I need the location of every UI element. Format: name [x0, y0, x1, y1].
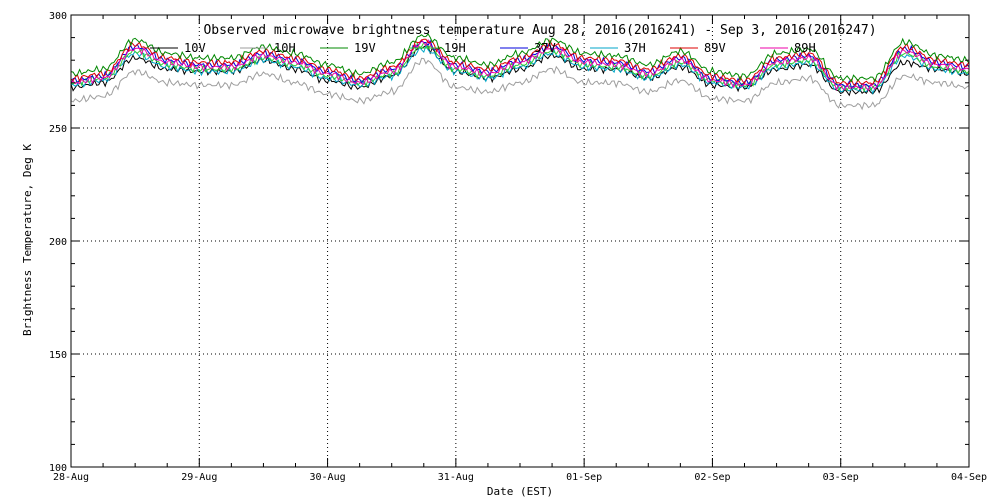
legend-label-37h: 37H	[624, 41, 646, 55]
legend-label-19v: 19V	[354, 41, 376, 55]
chart-title: Observed microwave brightness temperatur…	[203, 23, 876, 38]
x-axis-title: Date (EST)	[487, 485, 553, 498]
y-tick-label: 100	[49, 463, 67, 474]
legend: 10V 10H 19V 19H 37V 37H 89V 89H	[150, 41, 816, 55]
y-tick-label: 300	[49, 11, 67, 22]
y-tick-label: 150	[49, 350, 67, 361]
y-tick-label: 250	[49, 124, 67, 135]
y-tick-label: 200	[49, 237, 67, 248]
legend-label-89v: 89V	[704, 41, 726, 55]
legend-label-19h: 19H	[444, 41, 466, 55]
series-line-89h	[70, 38, 970, 92]
series-lines	[70, 33, 970, 111]
x-tick-label: 29-Aug	[181, 472, 217, 483]
x-tick-label: 28-Aug	[53, 472, 89, 483]
series-line-37h	[70, 44, 970, 95]
tick-labels: 100 150 200 250 300 28-Aug 29-Aug 30-Aug 31-Aug 0…	[49, 11, 987, 483]
x-tick-label: 03-Sep	[823, 472, 859, 483]
x-tick-label: 01-Sep	[566, 472, 602, 483]
series-line-89v	[70, 38, 970, 86]
legend-label-10h: 10H	[274, 41, 296, 55]
axes	[70, 14, 970, 468]
legend-label-37v: 37V	[534, 41, 556, 55]
grid-lines	[71, 15, 969, 467]
legend-label-89h: 89H	[794, 41, 816, 55]
series-line-37v	[70, 39, 970, 90]
x-tick-label: 30-Aug	[310, 472, 346, 483]
y-axis-title: Brightness Temperature, Deg K	[21, 144, 34, 336]
series-line-19v	[70, 33, 970, 83]
legend-label-10v: 10V	[184, 41, 206, 55]
series-line-10h	[70, 57, 970, 111]
x-tick-label: 04-Sep	[951, 472, 987, 483]
x-tick-label: 31-Aug	[438, 472, 474, 483]
plot-frame	[70, 14, 970, 468]
x-tick-label: 02-Sep	[694, 472, 730, 483]
series-line-19h	[70, 41, 970, 92]
